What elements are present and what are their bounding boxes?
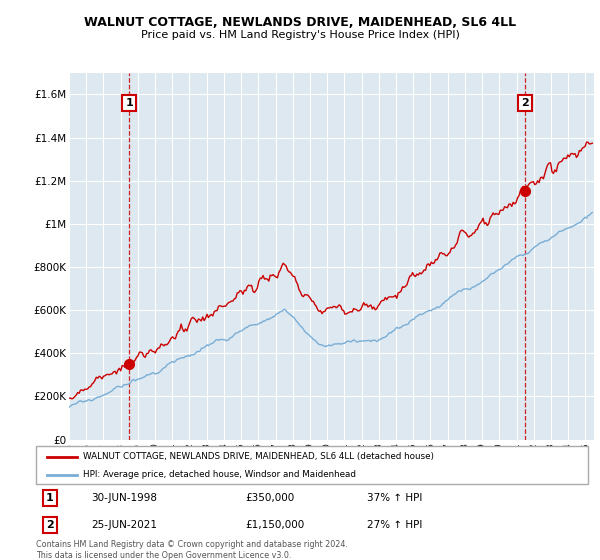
Text: 2: 2 <box>521 98 529 108</box>
Text: WALNUT COTTAGE, NEWLANDS DRIVE, MAIDENHEAD, SL6 4LL (detached house): WALNUT COTTAGE, NEWLANDS DRIVE, MAIDENHE… <box>83 452 434 461</box>
Text: 1: 1 <box>46 493 53 503</box>
Text: HPI: Average price, detached house, Windsor and Maidenhead: HPI: Average price, detached house, Wind… <box>83 470 356 479</box>
Text: 37% ↑ HPI: 37% ↑ HPI <box>367 493 422 503</box>
Text: WALNUT COTTAGE, NEWLANDS DRIVE, MAIDENHEAD, SL6 4LL: WALNUT COTTAGE, NEWLANDS DRIVE, MAIDENHE… <box>84 16 516 29</box>
Text: 25-JUN-2021: 25-JUN-2021 <box>91 520 157 530</box>
Text: Price paid vs. HM Land Registry's House Price Index (HPI): Price paid vs. HM Land Registry's House … <box>140 30 460 40</box>
FancyBboxPatch shape <box>36 446 588 484</box>
Text: 1: 1 <box>125 98 133 108</box>
Text: 30-JUN-1998: 30-JUN-1998 <box>91 493 157 503</box>
Text: 27% ↑ HPI: 27% ↑ HPI <box>367 520 422 530</box>
Text: 2: 2 <box>46 520 53 530</box>
Text: £350,000: £350,000 <box>246 493 295 503</box>
Text: Contains HM Land Registry data © Crown copyright and database right 2024.
This d: Contains HM Land Registry data © Crown c… <box>36 540 348 559</box>
Text: £1,150,000: £1,150,000 <box>246 520 305 530</box>
